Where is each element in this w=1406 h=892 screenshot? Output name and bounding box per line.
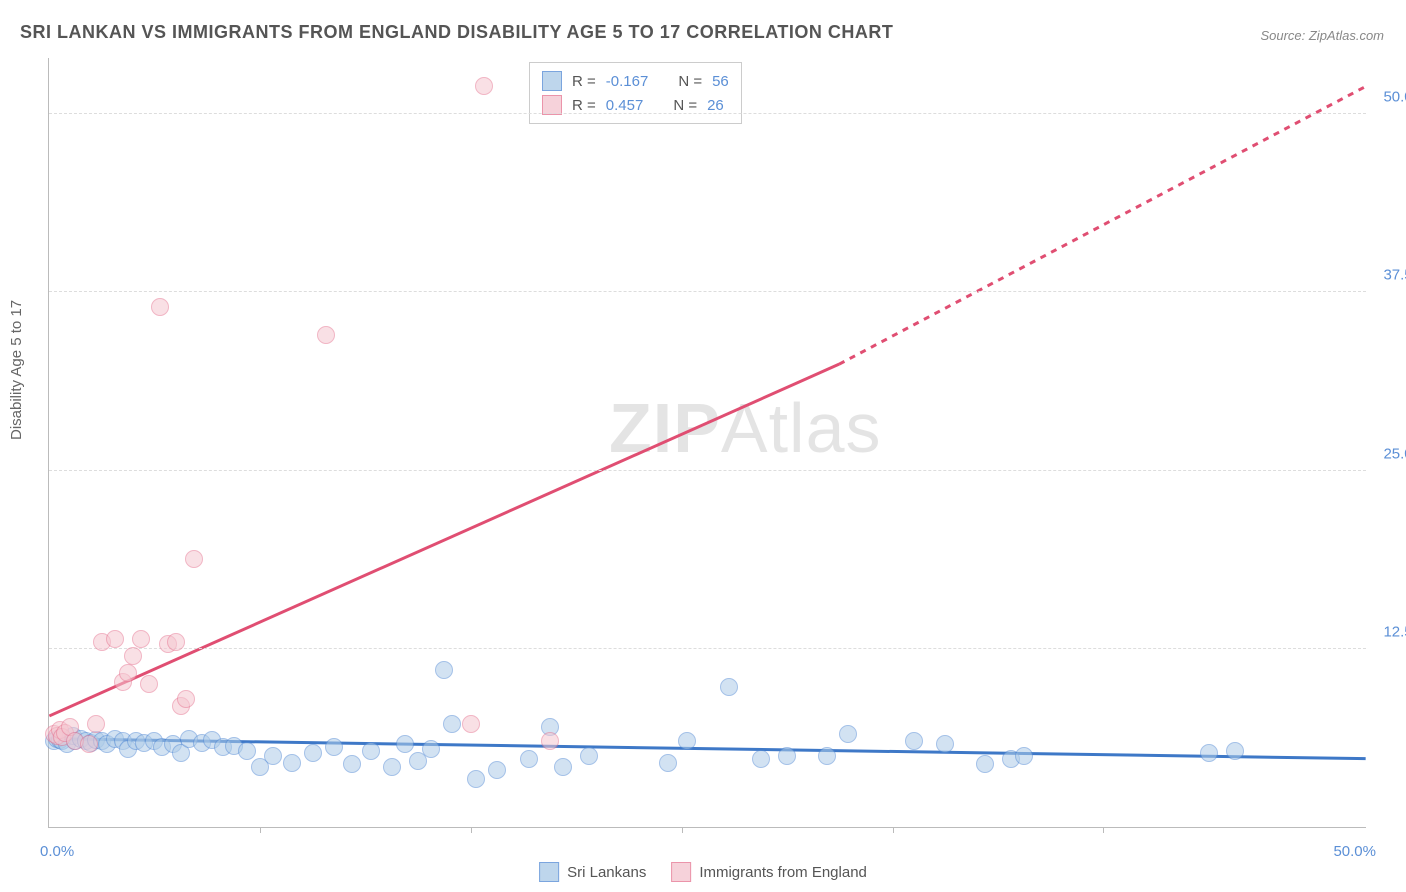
plot-area: ZIPAtlas R =-0.167N =56R =0.457N =26 12.… [48, 58, 1366, 828]
data-point [325, 738, 343, 756]
watermark-light: Atlas [721, 389, 882, 467]
stat-r-label: R = [572, 73, 596, 90]
data-point [678, 732, 696, 750]
x-tick-label-max: 50.0% [1333, 843, 1376, 860]
stat-r-value: 0.457 [606, 97, 644, 114]
data-point [124, 647, 142, 665]
data-point [936, 735, 954, 753]
data-point [106, 630, 124, 648]
watermark-bold: ZIP [609, 389, 721, 467]
legend-series-name: Immigrants from England [699, 864, 867, 881]
x-tick [260, 827, 261, 833]
data-point [422, 740, 440, 758]
legend-swatch [671, 862, 691, 882]
data-point [520, 750, 538, 768]
data-point [580, 747, 598, 765]
data-point [462, 715, 480, 733]
legend-swatch [542, 71, 562, 91]
data-point [151, 298, 169, 316]
watermark: ZIPAtlas [609, 388, 882, 468]
data-point [467, 770, 485, 788]
stat-n-value: 26 [707, 97, 724, 114]
y-tick-label: 25.0% [1383, 445, 1406, 462]
data-point [818, 747, 836, 765]
data-point [541, 732, 559, 750]
data-point [905, 732, 923, 750]
gridline [49, 470, 1366, 471]
data-point [264, 747, 282, 765]
x-tick-label-min: 0.0% [40, 843, 74, 860]
y-tick-label: 50.0% [1383, 89, 1406, 106]
legend-swatch [542, 95, 562, 115]
legend-series-name: Sri Lankans [567, 864, 646, 881]
data-point [1200, 744, 1218, 762]
data-point [778, 747, 796, 765]
data-point [1226, 742, 1244, 760]
data-point [488, 761, 506, 779]
x-tick [682, 827, 683, 833]
stat-n-label: N = [673, 97, 697, 114]
data-point [132, 630, 150, 648]
data-point [659, 754, 677, 772]
chart-title: SRI LANKAN VS IMMIGRANTS FROM ENGLAND DI… [20, 22, 893, 43]
trend-line-dashed [839, 86, 1366, 364]
data-point [238, 742, 256, 760]
data-point [185, 550, 203, 568]
data-point [435, 661, 453, 679]
data-point [839, 725, 857, 743]
data-point [177, 690, 195, 708]
data-point [167, 633, 185, 651]
legend-swatch [539, 862, 559, 882]
gridline [49, 291, 1366, 292]
stat-n-value: 56 [712, 73, 729, 90]
data-point [362, 742, 380, 760]
data-point [1015, 747, 1033, 765]
data-point [119, 664, 137, 682]
y-tick-label: 37.5% [1383, 267, 1406, 284]
source-label: Source: ZipAtlas.com [1260, 28, 1384, 43]
stat-legend: R = -0.167 N = 56 R = 0.457 N = 26 [529, 62, 742, 124]
data-point [976, 755, 994, 773]
data-point [80, 735, 98, 753]
x-tick [1103, 827, 1104, 833]
x-tick [471, 827, 472, 833]
stat-n-label: N = [678, 73, 702, 90]
stat-r-label: R = [572, 97, 596, 114]
data-point [317, 326, 335, 344]
data-point [283, 754, 301, 772]
y-tick-label: 12.5% [1383, 623, 1406, 640]
x-tick [893, 827, 894, 833]
bottom-legend: Sri Lankans Immigrants from England [539, 862, 867, 882]
data-point [752, 750, 770, 768]
data-point [475, 77, 493, 95]
data-point [720, 678, 738, 696]
data-point [140, 675, 158, 693]
data-point [304, 744, 322, 762]
stat-r-value: -0.167 [606, 73, 649, 90]
data-point [554, 758, 572, 776]
stat-legend-row: R = -0.167 N = 56 [542, 69, 729, 93]
data-point [383, 758, 401, 776]
data-point [396, 735, 414, 753]
data-point [87, 715, 105, 733]
chart-container: SRI LANKAN VS IMMIGRANTS FROM ENGLAND DI… [0, 0, 1406, 892]
data-point [443, 715, 461, 733]
gridline [49, 648, 1366, 649]
bottom-legend-item: Immigrants from England [671, 862, 867, 882]
bottom-legend-item: Sri Lankans [539, 862, 646, 882]
y-axis-label: Disability Age 5 to 17 [8, 300, 25, 440]
gridline [49, 113, 1366, 114]
data-point [343, 755, 361, 773]
